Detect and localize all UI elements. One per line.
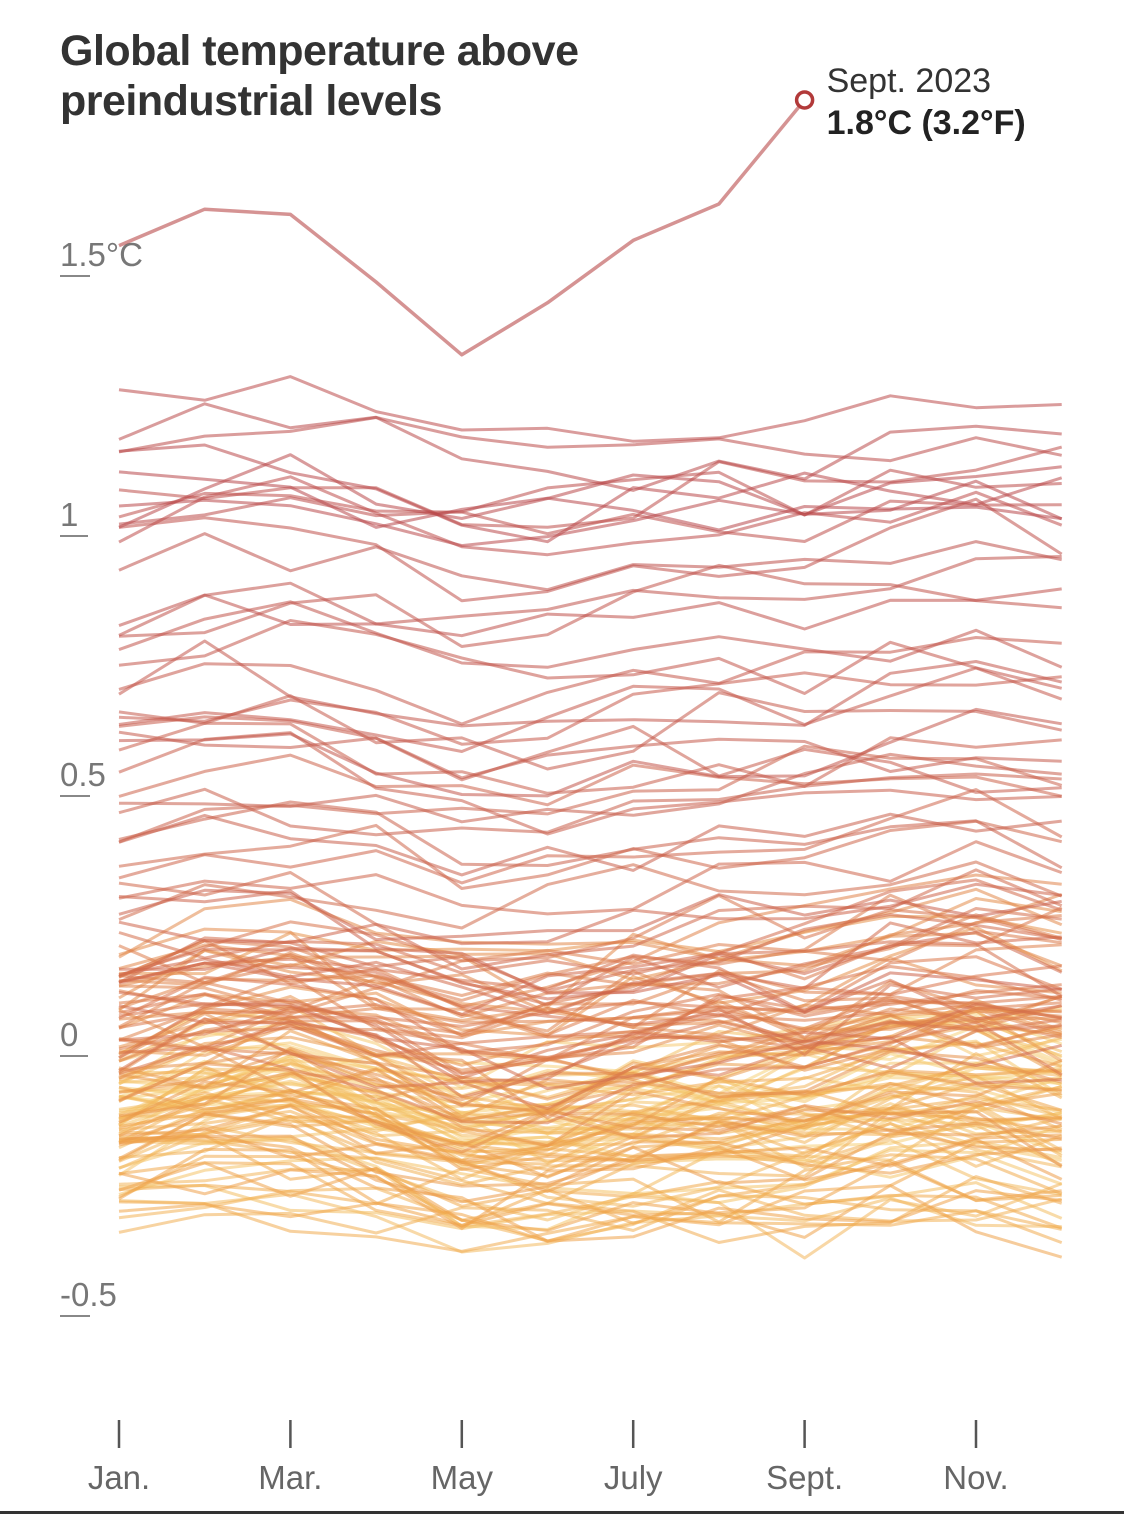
year-line	[118, 730, 1062, 780]
yearly-lines	[118, 375, 1063, 1260]
year-line	[118, 860, 1063, 930]
year-line	[118, 1081, 1063, 1178]
year-line	[118, 707, 1062, 798]
year-line	[118, 819, 1063, 890]
line-2023	[118, 98, 806, 357]
year-line	[118, 375, 1062, 443]
year-line	[118, 990, 1063, 1091]
year-line	[118, 1064, 1062, 1148]
year-line	[118, 964, 1062, 1059]
year-line	[118, 878, 1063, 1017]
year-line	[118, 721, 1062, 795]
y-tick-label-1: 1	[60, 496, 78, 533]
year-line	[118, 402, 1062, 492]
year-line	[118, 1002, 1062, 1084]
year-line	[118, 1135, 1062, 1243]
x-tick-label-5: Nov.	[943, 1459, 1008, 1496]
year-line	[118, 636, 1062, 726]
year-line	[118, 1068, 1062, 1163]
x-tick-label-4: Sept.	[766, 1459, 843, 1496]
year-line	[118, 1103, 1062, 1179]
y-axis: 1.5°C10.50-0.5	[60, 236, 143, 1317]
year-line	[118, 812, 1062, 877]
year-line	[118, 416, 1063, 463]
year-line	[118, 943, 1062, 1040]
year-line	[118, 1006, 1062, 1099]
chart-title: Global temperature above preindustrial l…	[60, 26, 579, 126]
year-line	[118, 931, 1063, 998]
y-tick-label-2: 0.5	[60, 756, 106, 793]
year-line	[118, 840, 1063, 916]
year-line	[118, 1158, 1062, 1228]
year-line	[118, 1020, 1063, 1125]
year-line	[118, 470, 1062, 532]
year-line	[118, 671, 1062, 746]
year-line	[118, 1046, 1063, 1168]
year-line	[118, 1186, 1063, 1243]
year-line	[118, 1062, 1063, 1154]
year-line	[118, 619, 1063, 695]
annotation-value: 1.8°C (3.2°F)	[827, 104, 1026, 142]
y-tick-label-4: -0.5	[60, 1276, 117, 1313]
year-line	[118, 752, 1062, 824]
year-line	[118, 992, 1062, 1054]
year-line	[118, 453, 1062, 529]
x-tick-label-3: July	[604, 1459, 663, 1496]
y-tick-label-3: 0	[60, 1016, 78, 1053]
year-line	[118, 468, 1062, 526]
year-line	[118, 1161, 1063, 1259]
year-line	[118, 1049, 1062, 1141]
chart-title-line-1: Global temperature above	[60, 27, 579, 75]
year-line	[118, 475, 1063, 557]
year-line	[118, 563, 1062, 648]
year-line	[118, 587, 1062, 638]
year-line	[118, 930, 1063, 1001]
year-line	[118, 1017, 1062, 1111]
year-line	[118, 1062, 1063, 1132]
year-line	[118, 894, 1063, 979]
year-line	[118, 887, 1063, 961]
x-tick-label-1: Mar.	[258, 1459, 322, 1496]
year-line	[118, 532, 1063, 592]
x-tick-label-2: May	[431, 1459, 494, 1496]
year-line	[118, 639, 1063, 728]
year-line	[118, 772, 1062, 837]
x-axis: Jan. Mar. May July Sept. Nov.	[88, 1420, 1009, 1496]
year-line	[118, 479, 1063, 548]
year-line	[118, 1133, 1062, 1230]
year-line	[118, 600, 1063, 669]
chart-title-line-2: preindustrial levels	[60, 77, 442, 125]
year-line	[118, 888, 1062, 942]
year-line	[118, 993, 1062, 1075]
year-line	[118, 491, 1062, 543]
year-line	[118, 1134, 1063, 1230]
year-line	[118, 691, 1063, 771]
year-line	[118, 1200, 1063, 1253]
year-line	[118, 1137, 1062, 1243]
year-line	[118, 921, 1062, 1016]
year-line	[118, 555, 1062, 637]
x-tick-label-0: Jan.	[88, 1459, 150, 1496]
year-line	[118, 666, 1063, 753]
year-line	[118, 1127, 1063, 1193]
annotation-date: Sept. 2023	[827, 62, 991, 100]
year-line	[118, 443, 1063, 544]
bottom-rule	[0, 1511, 1124, 1514]
year-line	[118, 1009, 1063, 1124]
year-line	[118, 965, 1063, 1058]
year-line	[118, 1124, 1062, 1204]
year-line	[118, 715, 1062, 794]
highlight-2023: Sept. 2023 1.8°C (3.2°F)	[118, 62, 1026, 357]
year-line	[118, 961, 1062, 1085]
sept-2023-marker	[794, 90, 815, 110]
